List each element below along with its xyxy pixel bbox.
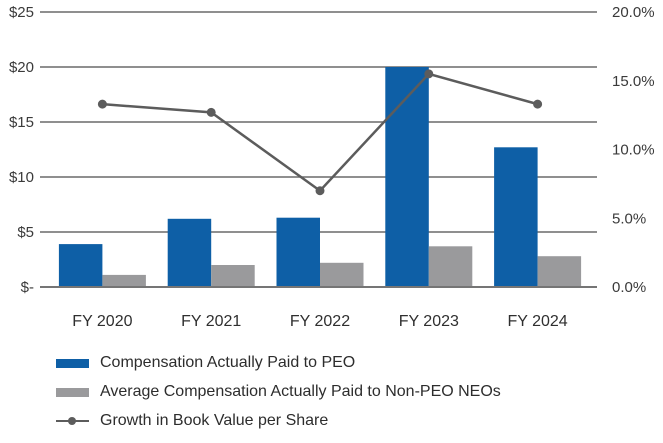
right-axis-tick-label: 0.0% [612, 279, 646, 296]
bar-peo-4 [494, 147, 538, 287]
bar-non-peo-4 [537, 256, 582, 287]
growth-line-point-2 [315, 186, 325, 196]
bar-peo-2 [276, 217, 320, 287]
bar-peo-0 [58, 244, 103, 287]
growth-line-point-3 [424, 69, 434, 79]
gray-bar-swatch-icon [56, 387, 89, 397]
bar-non-peo-3 [428, 246, 473, 287]
growth-line-point-4 [533, 99, 543, 109]
legend-item-non-peo-compensation: Average Compensation Actually Paid to No… [56, 381, 663, 403]
line-dot-swatch-icon [56, 416, 89, 426]
x-axis-category-label: FY 2023 [399, 313, 459, 330]
x-axis-category-label: FY 2021 [181, 313, 241, 330]
bar-non-peo-2 [320, 262, 364, 287]
legend-label-book-value-growth: Growth in Book Value per Share [100, 412, 329, 429]
left-axis-tick-label: $10 [9, 169, 34, 186]
left-axis-tick-label: $20 [9, 59, 34, 76]
legend-item-peo-compensation: Compensation Actually Paid to PEO [56, 352, 663, 374]
legend-item-book-value-growth: Growth in Book Value per Share [56, 410, 663, 432]
left-axis-tick-label: $25 [9, 4, 34, 21]
x-axis-category-label: FY 2020 [72, 313, 132, 330]
growth-line-point-1 [206, 107, 216, 117]
right-axis-tick-label: 15.0% [612, 73, 655, 90]
x-axis-category-label: FY 2022 [290, 313, 350, 330]
left-axis-tick-label: $15 [9, 114, 34, 131]
growth-line-point-0 [97, 99, 107, 109]
left-axis-tick-label: $5 [17, 224, 34, 241]
right-axis-tick-label: 20.0% [612, 4, 655, 21]
legend-label-peo-compensation: Compensation Actually Paid to PEO [100, 354, 356, 371]
chart-legend: Compensation Actually Paid to PEO Averag… [56, 352, 663, 432]
right-axis-tick-label: 5.0% [612, 210, 646, 227]
blue-bar-swatch-icon [56, 358, 89, 368]
right-axis-tick-label: 10.0% [612, 142, 655, 159]
combo-chart-canvas: $25 $20 $15 $10 $5 $- 20.0% 15.0% 10.0% 5.0% 0.0% F… [9, 4, 655, 330]
bar-non-peo-1 [211, 265, 255, 287]
bar-peo-3 [385, 67, 429, 287]
legend-label-non-peo-compensation: Average Compensation Actually Paid to No… [100, 383, 501, 400]
left-axis-tick-label: $- [21, 279, 34, 296]
growth-line [102, 72, 538, 193]
bar-non-peo-0 [102, 274, 146, 287]
bar-peo-1 [167, 218, 212, 287]
x-axis-category-label: FY 2024 [507, 313, 567, 330]
